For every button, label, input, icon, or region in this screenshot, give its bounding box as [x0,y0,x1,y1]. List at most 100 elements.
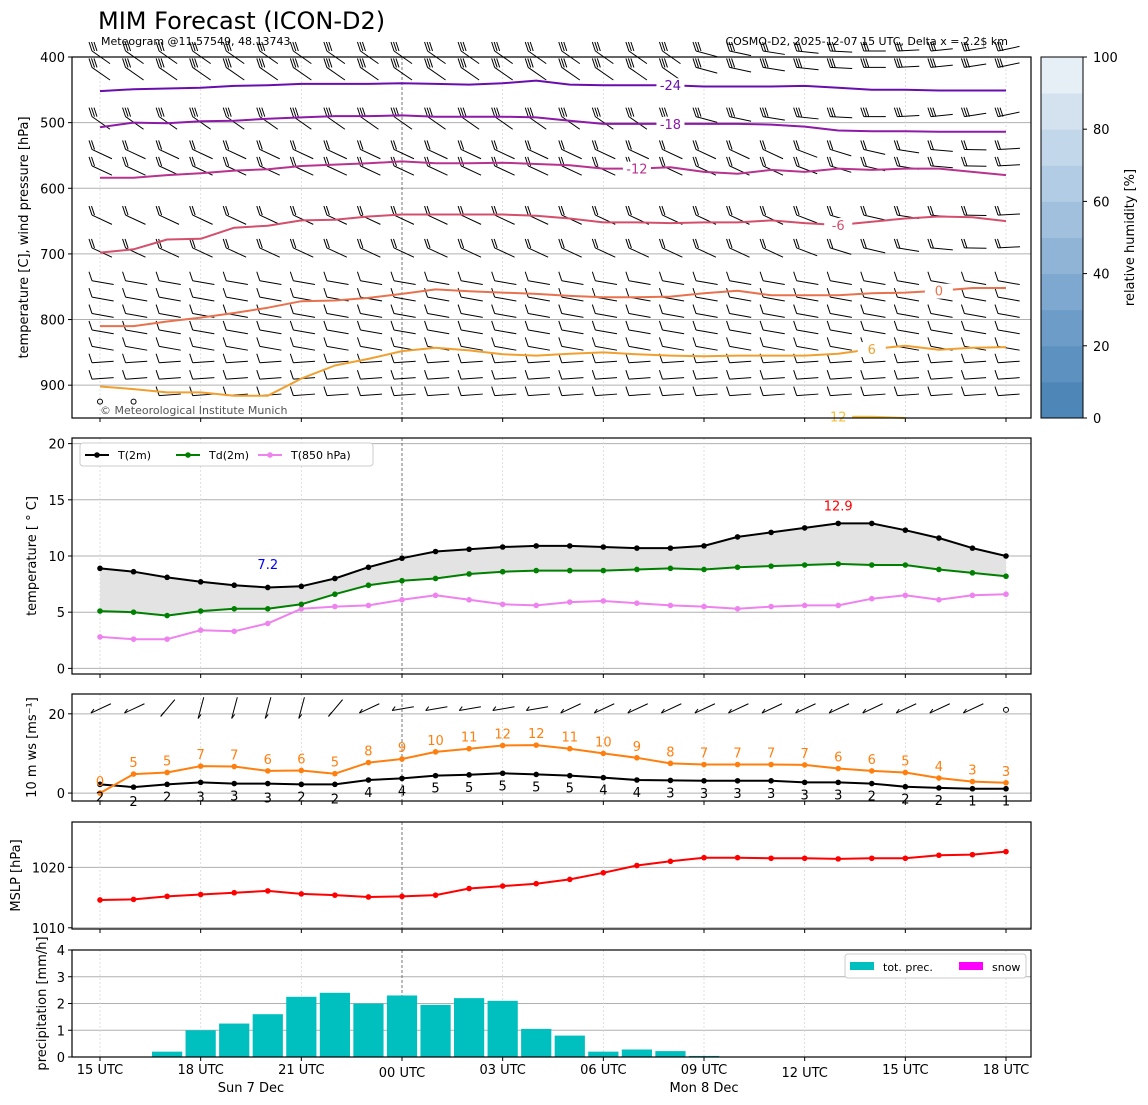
data-point [432,892,439,898]
wind-barb-icon [994,337,1020,351]
wind-barb-icon [658,304,685,318]
data-point [734,534,741,540]
wind-barb-icon [524,337,550,351]
data-point [533,567,540,574]
gust-label: 5 [901,754,909,769]
wind-barb-icon [524,238,549,258]
wind-barb-icon [88,287,114,302]
wind-barb-icon [323,370,349,380]
wind-speed-label: 5 [465,781,473,796]
wind-barb-icon [122,238,146,258]
data-point [399,577,405,584]
wind-barb-icon [491,353,517,364]
data-point [701,566,707,573]
data-point [600,544,607,550]
isotherm-label: -24 [660,79,681,94]
wind-barb-icon [424,386,450,397]
legend-swatch-precip [850,962,874,970]
colorbar-segment [1041,201,1083,238]
x-tick-label: 09 UTC [681,1063,727,1078]
wind-barb-icon [726,140,750,160]
data-point [701,777,707,784]
data-point [298,767,305,774]
gust-label: 9 [398,741,406,756]
wind-barb-icon [88,205,113,225]
wind-barb-icon [625,386,651,397]
wind-barb-icon [264,697,272,719]
wind-barb-icon [491,140,515,160]
wind-barb-icon [658,238,683,258]
gust-label: 10 [427,734,444,749]
wind-barb-icon [189,156,213,176]
precip-bar [353,1003,384,1057]
wind-barb-icon [692,271,718,286]
wind-barb-icon [457,140,482,160]
precip-bar [319,992,350,1057]
data-point [868,595,875,602]
data-point [801,855,808,862]
wind-barb-icon [994,140,1020,150]
wind-speed-label: 3 [666,786,674,801]
gust-label: 7 [801,747,809,762]
data-point [634,566,640,573]
wind-barb-icon [893,156,920,170]
wind-speed-label: 3 [767,787,775,802]
wind-barb-icon [994,271,1020,286]
gust-label: 0 [96,775,104,790]
wind-speed-label: 2 [163,790,171,805]
data-point [231,606,238,612]
precip-bar [454,998,485,1057]
wind-barb-icon [390,353,416,364]
data-point [835,779,842,786]
wind-barb-icon [424,107,446,130]
data-point [365,582,372,589]
chart-subtitle-right: COSMO-D2, 2025-12-07 15 UTC, Delta x = 2… [725,35,1008,48]
wind-barb-icon [726,58,752,73]
data-point [432,592,439,599]
wind-barb-icon [591,370,618,380]
wind-barb-icon [155,156,180,176]
data-point [902,783,909,790]
wind-barb-icon [122,287,148,302]
wind-barb-icon [390,370,416,380]
wind-barb-icon [189,353,215,364]
wind-barb-icon [457,386,483,397]
colorbar-tick-label: 100 [1093,51,1118,66]
wind-barb-icon [160,699,176,717]
wind-barb-icon [960,205,987,216]
wind-barb-icon [826,58,853,70]
data-point [902,592,909,599]
data-point [231,763,238,770]
wind-barb-icon [759,386,785,397]
wind-barb-icon [222,107,245,130]
data-point [432,575,439,582]
data-point [969,570,976,576]
wind-barb-icon [155,287,181,302]
wind-speed-label: 3 [230,790,238,805]
wind-barb-icon [591,156,616,176]
y-axis-label: temperature [C], wind pressure [hPa] [17,116,32,358]
data-point [264,620,271,627]
wind-barb-icon [692,41,718,58]
gust-label: 3 [1002,765,1010,780]
wind-barb-icon [256,287,282,302]
x-tick-label: 18 UTC [177,1063,223,1078]
wind-barb-icon [692,386,718,397]
wind-barb-icon [927,140,953,152]
wind-barb-icon [893,41,920,52]
wind-barb-icon [88,238,113,258]
wind-barb-icon [88,353,114,364]
y-tick-label: 1010 [32,922,65,937]
wind-barb-icon [994,353,1020,364]
wind-barb-icon [692,337,718,351]
wind-barb-icon [122,304,148,318]
wind-barb-icon [627,703,648,714]
precip-bar [252,1014,283,1057]
wind-barb-icon [155,353,181,364]
wind-barb-icon [793,205,818,224]
wind-barb-icon [88,304,114,318]
wind-barb-icon [524,370,550,380]
wind-barb-icon [222,205,247,225]
wind-barb-icon [994,58,1020,68]
gust-label: 8 [364,745,372,760]
